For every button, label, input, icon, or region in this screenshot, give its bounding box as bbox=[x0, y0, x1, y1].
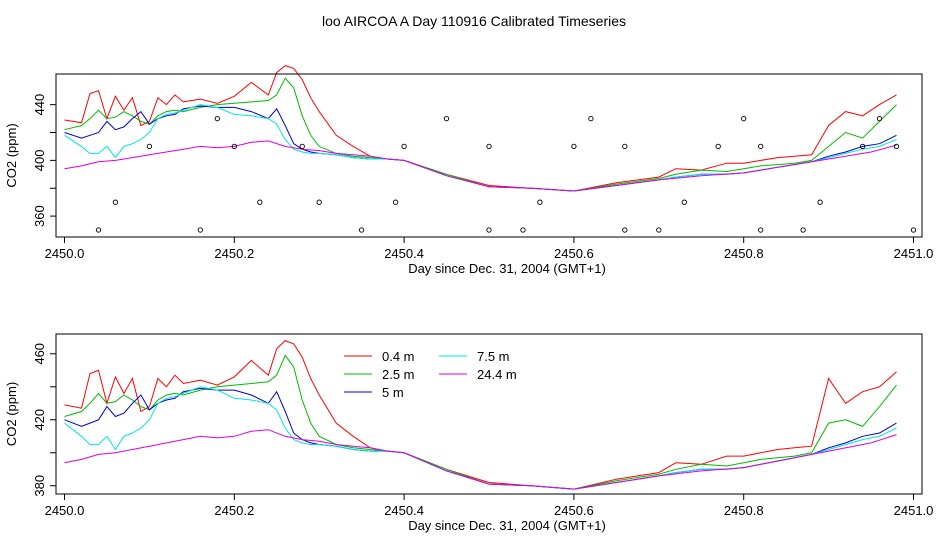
plot-frame bbox=[55, 333, 923, 495]
plot-frame bbox=[55, 73, 923, 238]
x-tick-label: 2450.6 bbox=[554, 503, 594, 518]
y-tick-label: 420 bbox=[32, 409, 47, 431]
sample-marker bbox=[681, 199, 687, 205]
sample-marker bbox=[392, 199, 399, 205]
legend-label: 0.4 m bbox=[382, 349, 415, 364]
y-axis-label: CO2 (ppm) bbox=[4, 382, 19, 446]
sample-marker bbox=[214, 115, 220, 122]
sample-marker bbox=[758, 143, 764, 150]
sample-marker bbox=[588, 115, 594, 122]
legend: 0.4 m 2.5 m 5 m 7.5 m 24.4 m bbox=[344, 349, 517, 400]
x-tick-label: 2450.8 bbox=[724, 246, 764, 261]
sample-marker bbox=[486, 143, 492, 150]
x-tick-label: 2450.8 bbox=[724, 503, 764, 518]
sample-marker bbox=[520, 227, 526, 233]
x-axis-label: Day since Dec. 31, 2004 (GMT+1) bbox=[408, 518, 606, 533]
sample-marker bbox=[537, 199, 543, 205]
sample-marker bbox=[257, 199, 263, 205]
series-line-24-4-m bbox=[64, 429, 897, 490]
sample-marker bbox=[741, 115, 747, 122]
sample-marker bbox=[859, 143, 866, 150]
plot-top: 2450.0 2450.2 2450.4 2450.6 2450.8 2451.0 360 4… bbox=[4, 65, 934, 276]
series-line-24-4-m bbox=[64, 140, 897, 192]
x-tick-label: 2450.2 bbox=[214, 246, 254, 261]
sample-marker bbox=[571, 143, 577, 150]
x-tick-label: 2450.4 bbox=[384, 503, 424, 518]
y-tick-label: 400 bbox=[32, 150, 47, 172]
sample-marker bbox=[443, 115, 450, 122]
sample-marker bbox=[893, 143, 900, 150]
sample-marker bbox=[486, 227, 492, 233]
x-tick-label: 2451.0 bbox=[894, 246, 934, 261]
sample-marker bbox=[817, 199, 823, 205]
sample-marker bbox=[876, 115, 883, 122]
x-axis-label: Day since Dec. 31, 2004 (GMT+1) bbox=[408, 261, 606, 276]
series-line-2-5-m bbox=[64, 77, 897, 192]
y-tick-label: 460 bbox=[32, 343, 47, 365]
sample-marker bbox=[622, 143, 628, 150]
sample-marker bbox=[800, 227, 806, 233]
sample-marker bbox=[358, 227, 365, 233]
sample-marker bbox=[316, 199, 322, 205]
series-line-0-4-m bbox=[64, 65, 897, 192]
y-tick-label: 360 bbox=[32, 205, 47, 227]
sample-marker bbox=[146, 143, 153, 150]
sample-marker bbox=[758, 227, 764, 233]
x-tick-label: 2450.2 bbox=[214, 503, 254, 518]
page-title: loo AIRCOA A Day 110916 Calibrated Times… bbox=[322, 13, 626, 29]
legend-label: 7.5 m bbox=[477, 349, 510, 364]
y-tick-label: 440 bbox=[32, 94, 47, 116]
x-tick-label: 2450.6 bbox=[554, 246, 594, 261]
sample-marker bbox=[112, 199, 119, 205]
sample-marker bbox=[401, 143, 407, 150]
x-tick-label: 2451.0 bbox=[894, 503, 934, 518]
series-line-2-5-m bbox=[64, 354, 897, 490]
sample-marker bbox=[622, 227, 628, 233]
legend-label: 5 m bbox=[382, 385, 404, 400]
sample-marker bbox=[656, 227, 662, 233]
legend-label: 2.5 m bbox=[382, 367, 415, 382]
sample-marker bbox=[95, 227, 102, 233]
y-axis-label: CO2 (ppm) bbox=[4, 123, 19, 187]
x-tick-label: 2450.4 bbox=[384, 246, 424, 261]
sample-marker bbox=[910, 227, 917, 233]
sample-marker bbox=[715, 143, 721, 150]
sample-marker bbox=[231, 143, 237, 150]
series-line-0-4-m bbox=[64, 340, 897, 490]
x-tick-label: 2450.0 bbox=[45, 246, 85, 261]
plot-bottom: 2450.0 2450.2 2450.4 2450.6 2450.8 2451.0 380 4… bbox=[4, 333, 934, 533]
x-tick-label: 2450.0 bbox=[45, 503, 85, 518]
legend-label: 24.4 m bbox=[477, 367, 517, 382]
sample-marker bbox=[299, 143, 305, 150]
y-tick-label: 380 bbox=[32, 475, 47, 497]
sample-marker bbox=[197, 227, 203, 233]
